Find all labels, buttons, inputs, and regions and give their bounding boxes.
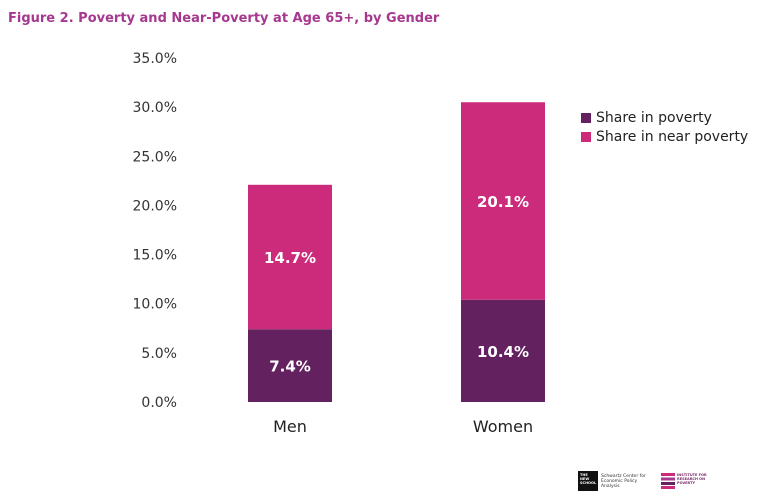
y-tick-label: 20.0% <box>133 198 177 214</box>
legend-label-poverty: Share in poverty <box>596 109 712 126</box>
data-label: 10.4% <box>477 343 529 361</box>
y-tick-label: 25.0% <box>133 149 177 165</box>
x-tick-label: Women <box>473 417 533 436</box>
bar-segment <box>461 299 545 402</box>
legend-item-near-poverty: Share in near poverty <box>581 127 748 146</box>
irp-logo-icon <box>661 473 675 489</box>
legend-swatch-poverty <box>581 112 591 123</box>
y-tick-label: 35.0% <box>133 51 177 67</box>
legend-label-near-poverty: Share in near poverty <box>596 128 749 145</box>
bar-segment <box>248 329 332 402</box>
bar-segment <box>461 102 545 300</box>
legend-swatch-near-poverty <box>581 131 591 142</box>
legend-item-poverty: Share in poverty <box>581 108 748 127</box>
y-tick-label: 10.0% <box>133 297 177 313</box>
y-tick-label: 15.0% <box>133 248 177 264</box>
y-tick-label: 5.0% <box>141 346 177 362</box>
data-label: 7.4% <box>269 358 311 376</box>
legend: Share in poverty Share in near poverty <box>581 108 748 146</box>
y-tick-label: 30.0% <box>133 100 177 116</box>
x-tick-label: Men <box>273 417 307 436</box>
new-school-logo: THE NEW SCHOOL <box>578 471 598 491</box>
chart-title: Figure 2. Poverty and Near-Poverty at Ag… <box>8 11 440 26</box>
data-label: 14.7% <box>264 249 316 267</box>
y-tick-label: 0.0% <box>141 395 177 411</box>
schwartz-center-logo: Schwartz Center for Economic Policy Anal… <box>601 474 646 489</box>
irp-logo-text: INSTITUTE FOR RESEARCH ON POVERTY <box>677 473 707 485</box>
data-label: 20.1% <box>477 193 529 211</box>
bar-segment <box>248 184 332 330</box>
